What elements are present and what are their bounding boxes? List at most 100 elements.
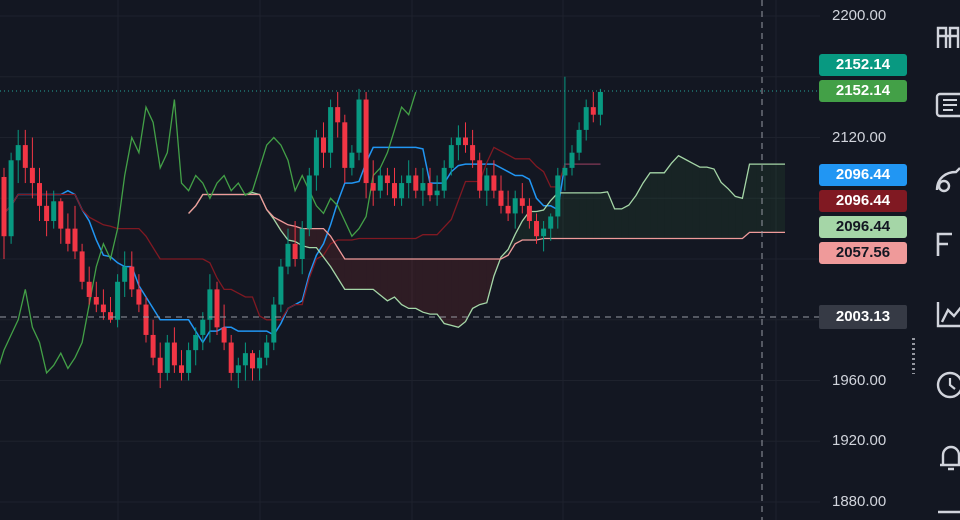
cloud-segment bbox=[351, 259, 359, 290]
chart-line-icon[interactable] bbox=[934, 296, 960, 332]
calendar-icon[interactable] bbox=[934, 226, 960, 262]
axis-resize-handle[interactable] bbox=[912, 338, 915, 374]
candle-body bbox=[79, 251, 85, 282]
cloud-segment bbox=[515, 221, 523, 244]
candle-body bbox=[534, 221, 539, 237]
cloud-segment bbox=[692, 163, 700, 239]
candle-body bbox=[100, 304, 106, 313]
cloud-segment bbox=[422, 259, 430, 315]
cloud-segment bbox=[643, 172, 651, 239]
y-tick-label: 1880.00 bbox=[832, 493, 887, 510]
cloud-segment bbox=[288, 224, 296, 242]
candle-body bbox=[491, 175, 497, 191]
candle-body bbox=[122, 266, 128, 282]
candle-body bbox=[562, 167, 568, 176]
candle-body bbox=[498, 190, 504, 206]
cloud-segment bbox=[628, 195, 636, 239]
candle-body bbox=[143, 304, 149, 335]
candle-body bbox=[150, 334, 156, 358]
candle-body bbox=[597, 91, 603, 115]
candle-body bbox=[285, 243, 291, 267]
cloud-segment bbox=[614, 208, 622, 239]
candle-body bbox=[335, 107, 341, 123]
candle-body bbox=[136, 289, 142, 305]
cloud-segment bbox=[735, 196, 743, 239]
plot-area[interactable] bbox=[0, 0, 820, 520]
candle-body bbox=[583, 107, 589, 130]
cloud-segment bbox=[706, 167, 714, 239]
ideas-icon[interactable] bbox=[934, 160, 960, 196]
cloud-segment bbox=[685, 159, 693, 239]
cloud-segment bbox=[770, 164, 778, 233]
menu-icon[interactable] bbox=[934, 500, 960, 520]
candle-body bbox=[242, 353, 248, 366]
cloud-segment bbox=[359, 259, 367, 290]
cloud-segment bbox=[763, 164, 771, 233]
y-tick-label: 2120.00 bbox=[832, 128, 887, 146]
candle-body bbox=[221, 327, 227, 343]
cloud-segment bbox=[728, 188, 736, 239]
candles bbox=[1, 76, 603, 389]
candle-body bbox=[434, 190, 440, 196]
price-tag: 2096.44 bbox=[819, 190, 907, 212]
candle-body bbox=[399, 183, 405, 199]
candle-body bbox=[306, 175, 312, 229]
y-tick-label: 1920.00 bbox=[832, 432, 887, 450]
clock-icon[interactable] bbox=[934, 366, 960, 402]
right-toolbar bbox=[920, 0, 960, 520]
cloud-segment bbox=[607, 191, 615, 239]
candle-body bbox=[22, 145, 28, 168]
cloud-segment bbox=[444, 259, 452, 326]
newspaper-icon[interactable] bbox=[934, 86, 960, 122]
candle-body bbox=[548, 216, 554, 229]
cloud-segment bbox=[721, 182, 729, 239]
candle-body bbox=[186, 350, 192, 373]
lagging-span-line bbox=[0, 91, 417, 375]
cloud-segment bbox=[564, 192, 572, 239]
cloud-segment bbox=[380, 259, 388, 301]
cloud-segment bbox=[437, 259, 445, 324]
candle-body bbox=[86, 281, 92, 297]
candle-body bbox=[477, 160, 483, 191]
cloud-segment bbox=[387, 259, 395, 301]
candle-body bbox=[392, 183, 397, 199]
price-axis[interactable]: 2200.00 2120.00 1960.00 1920.00 1880.00 bbox=[820, 0, 920, 520]
candle-body bbox=[200, 319, 206, 335]
candle-body bbox=[512, 198, 518, 214]
cloud-segment bbox=[309, 228, 317, 248]
candle-body bbox=[72, 228, 78, 252]
cloud-segment bbox=[671, 155, 679, 239]
binoculars-icon[interactable] bbox=[934, 18, 960, 54]
cloud-segment bbox=[486, 259, 494, 303]
cloud-segment bbox=[749, 164, 757, 233]
price-tag: 2096.44 bbox=[819, 216, 907, 238]
candle-body bbox=[37, 183, 42, 206]
candle-body bbox=[58, 201, 64, 229]
candle-body bbox=[370, 183, 376, 191]
candle-body bbox=[576, 129, 582, 153]
candle-body bbox=[65, 228, 71, 244]
candle-body bbox=[519, 198, 525, 206]
tenkan-line bbox=[3, 146, 601, 344]
cloud-segment bbox=[316, 228, 324, 258]
candle-body bbox=[463, 137, 468, 146]
cloud-segment bbox=[394, 259, 402, 305]
cloud-segment bbox=[344, 259, 352, 290]
cloud-segment bbox=[714, 169, 722, 239]
cloud-segment bbox=[472, 259, 480, 309]
candle-body bbox=[29, 167, 35, 184]
candle-body bbox=[484, 175, 490, 191]
cloud-segment bbox=[373, 259, 381, 296]
candle-body bbox=[171, 342, 177, 366]
cloud-segment bbox=[586, 192, 594, 239]
candle-body bbox=[179, 365, 184, 373]
cloud-segment bbox=[593, 192, 601, 239]
candle-body bbox=[157, 357, 163, 373]
bell-icon[interactable] bbox=[934, 438, 960, 474]
cloud-segment bbox=[451, 259, 459, 328]
candle-body bbox=[541, 228, 547, 237]
cloud-segment bbox=[330, 236, 338, 278]
candle-body bbox=[441, 167, 447, 191]
candle-body bbox=[129, 266, 135, 290]
